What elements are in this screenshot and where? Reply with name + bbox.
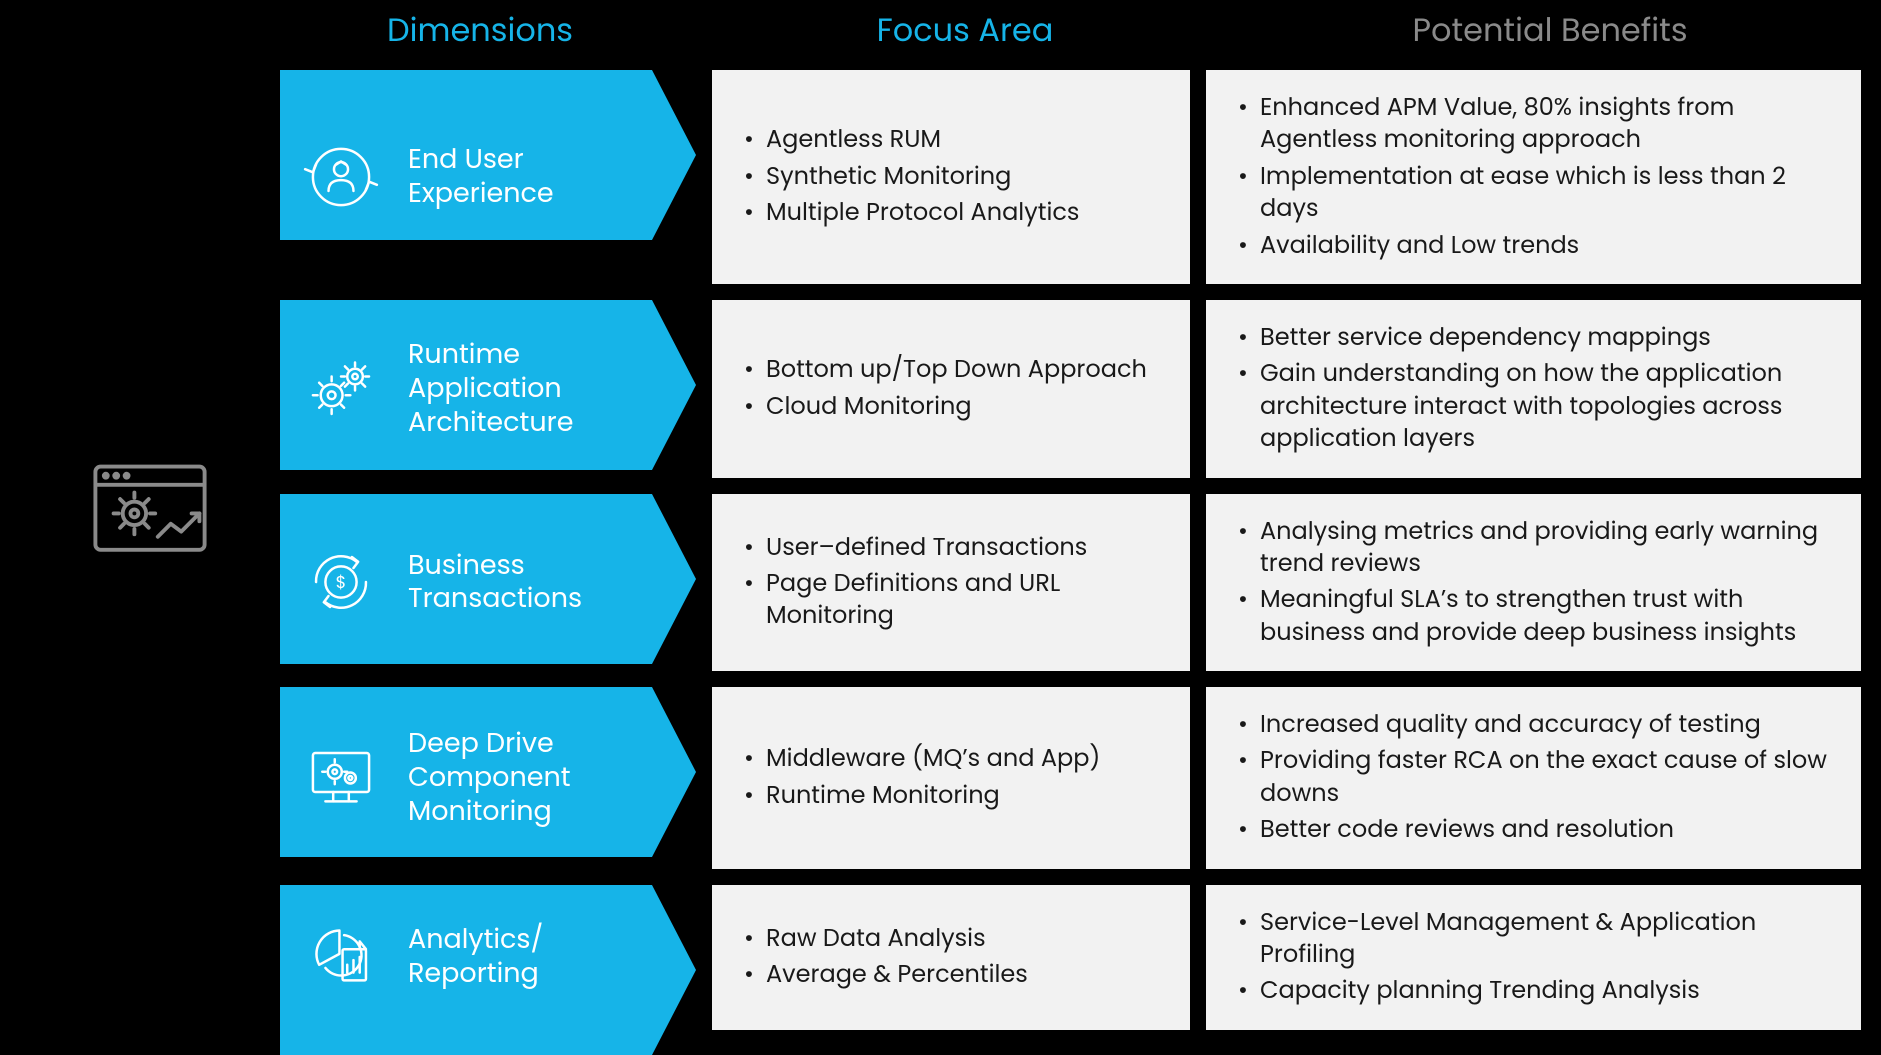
benefit-item: Better code reviews and resolution xyxy=(1234,814,1833,846)
benefit-item: Implementation at ease which is less tha… xyxy=(1234,161,1833,226)
table-row: End User Experience Agentless RUM Synthet… xyxy=(280,62,1861,292)
benefit-item: Gain understanding on how the applicatio… xyxy=(1234,358,1833,455)
dimension-label: Analytics/ Reporting xyxy=(408,923,648,991)
table-row: Runtime Application Architecture Bottom … xyxy=(280,292,1861,486)
benefit-item: Availability and Low trends xyxy=(1234,230,1833,262)
focus-item: User–defined Transactions xyxy=(740,532,1162,564)
benefit-item: Providing faster RCA on the exact cause … xyxy=(1234,745,1833,810)
focus-item: Bottom up/Top Down Approach xyxy=(740,354,1162,386)
report-pie-icon xyxy=(302,918,380,996)
focus-item: Agentless RUM xyxy=(740,124,1162,156)
focus-panel: Middleware (MQ’s and App) Runtime Monitor… xyxy=(712,687,1190,869)
dimension-box: End User Experience xyxy=(280,70,696,284)
dimension-label: End User Experience xyxy=(408,143,648,211)
benefit-panel: Increased quality and accuracy of testin… xyxy=(1206,687,1861,869)
benefit-panel: Enhanced APM Value, 80% insights from Ag… xyxy=(1206,70,1861,284)
focus-panel: Bottom up/Top Down Approach Cloud Monitor… xyxy=(712,300,1190,478)
focus-item: Runtime Monitoring xyxy=(740,780,1162,812)
monitor-gears-icon xyxy=(302,739,380,817)
focus-panel: Raw Data Analysis Average & Percentiles xyxy=(712,885,1190,1030)
benefit-item: Analysing metrics and providing early wa… xyxy=(1234,516,1833,581)
dimension-box: Runtime Application Architecture xyxy=(280,300,696,478)
focus-panel: User–defined Transactions Page Definition… xyxy=(712,494,1190,672)
side-icon-panel xyxy=(20,62,280,970)
focus-item: Synthetic Monitoring xyxy=(740,161,1162,193)
benefit-item: Meaningful SLA’s to strengthen trust wit… xyxy=(1234,584,1833,649)
benefit-panel: Service-Level Management & Application P… xyxy=(1206,885,1861,1030)
focus-item: Average & Percentiles xyxy=(740,959,1162,991)
dollar-cycle-icon xyxy=(302,543,380,621)
focus-item: Page Definitions and URL Monitoring xyxy=(740,568,1162,633)
gears-icon xyxy=(302,350,380,428)
focus-item: Cloud Monitoring xyxy=(740,391,1162,423)
dimension-label: Business Transactions xyxy=(408,549,648,617)
dimension-box: Deep Drive Component Monitoring xyxy=(280,687,696,869)
infographic-container: Dimensions Focus Area Potential Benefits xyxy=(0,0,1881,990)
benefit-panel: Analysing metrics and providing early wa… xyxy=(1206,494,1861,672)
header-benefits: Potential Benefits xyxy=(1230,7,1870,55)
dimension-label: Deep Drive Component Monitoring xyxy=(408,727,648,828)
focus-item: Multiple Protocol Analytics xyxy=(740,197,1162,229)
benefit-item: Capacity planning Trending Analysis xyxy=(1234,975,1833,1007)
header-row: Dimensions Focus Area Potential Benefits xyxy=(0,0,1881,62)
dimension-box: Business Transactions xyxy=(280,494,696,672)
header-focus: Focus Area xyxy=(720,7,1210,55)
benefit-item: Increased quality and accuracy of testin… xyxy=(1234,709,1833,741)
focus-panel: Agentless RUM Synthetic Monitoring Multipl… xyxy=(712,70,1190,284)
focus-item: Raw Data Analysis xyxy=(740,923,1162,955)
user-cycle-icon xyxy=(302,138,380,216)
benefit-item: Service-Level Management & Application P… xyxy=(1234,907,1833,972)
dimension-label: Runtime Application Architecture xyxy=(408,338,648,439)
benefit-panel: Better service dependency mappings Gain u… xyxy=(1206,300,1861,478)
rows-container: End User Experience Agentless RUM Synthet… xyxy=(280,62,1861,990)
dimension-box: Analytics/ Reporting xyxy=(280,885,696,1030)
table-row: Business Transactions User–defined Trans… xyxy=(280,486,1861,680)
focus-item: Middleware (MQ’s and App) xyxy=(740,743,1162,775)
benefit-item: Better service dependency mappings xyxy=(1234,322,1833,354)
dashboard-analytics-icon xyxy=(85,451,215,581)
header-dimensions: Dimensions xyxy=(280,7,680,55)
table-row: Analytics/ Reporting Raw Data Analysis Av… xyxy=(280,877,1861,1038)
table-row: Deep Drive Component Monitoring Middlewa… xyxy=(280,679,1861,877)
benefit-item: Enhanced APM Value, 80% insights from Ag… xyxy=(1234,92,1833,157)
